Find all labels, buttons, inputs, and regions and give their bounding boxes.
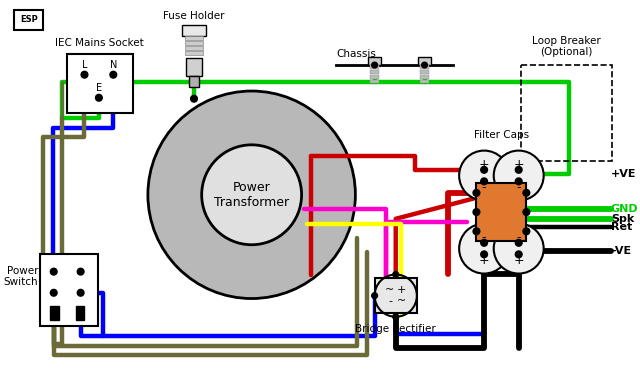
Circle shape <box>523 190 530 196</box>
Circle shape <box>493 150 543 200</box>
Text: Ret: Ret <box>611 222 632 232</box>
Circle shape <box>459 224 509 274</box>
Bar <box>370 70 380 74</box>
Bar <box>186 36 203 40</box>
Bar <box>476 183 526 241</box>
Circle shape <box>515 166 522 173</box>
Circle shape <box>81 71 88 78</box>
Text: -: - <box>388 296 392 306</box>
Circle shape <box>481 240 488 246</box>
Circle shape <box>422 62 428 68</box>
Text: +: + <box>513 254 524 266</box>
Circle shape <box>202 145 301 245</box>
Bar <box>420 75 429 78</box>
Circle shape <box>523 228 530 235</box>
Bar <box>186 51 203 55</box>
Text: Fuse Holder: Fuse Holder <box>163 11 225 21</box>
Bar <box>186 58 202 76</box>
Bar <box>40 254 98 326</box>
Text: +: + <box>479 254 490 266</box>
Bar <box>370 65 380 69</box>
Circle shape <box>110 71 116 78</box>
Circle shape <box>393 272 399 277</box>
Circle shape <box>523 209 530 215</box>
Circle shape <box>95 94 102 101</box>
Text: IEC Mains Socket: IEC Mains Socket <box>56 38 144 48</box>
Text: Chassis: Chassis <box>336 49 376 59</box>
Bar <box>368 57 381 65</box>
Text: GND: GND <box>611 204 639 214</box>
Bar <box>186 41 203 45</box>
Circle shape <box>51 268 57 275</box>
Bar <box>420 65 429 69</box>
Text: L: L <box>82 60 87 70</box>
Bar <box>374 278 417 313</box>
Bar <box>186 46 203 50</box>
Bar <box>520 65 612 161</box>
FancyBboxPatch shape <box>14 10 43 30</box>
Bar <box>189 76 199 87</box>
Circle shape <box>481 166 488 173</box>
Circle shape <box>191 96 197 102</box>
Circle shape <box>148 91 355 299</box>
Bar <box>182 25 205 36</box>
Text: Power
Transformer: Power Transformer <box>214 181 289 209</box>
Text: ~: ~ <box>397 296 406 306</box>
Text: +VE: +VE <box>611 169 636 179</box>
Bar <box>370 80 380 83</box>
Circle shape <box>473 209 480 215</box>
Text: ESP: ESP <box>20 16 38 24</box>
Circle shape <box>473 228 480 235</box>
Text: -: - <box>516 230 521 244</box>
Circle shape <box>372 62 378 68</box>
Bar <box>420 70 429 74</box>
Circle shape <box>481 178 488 185</box>
Circle shape <box>493 224 543 274</box>
Text: -VE: -VE <box>611 246 631 255</box>
Text: -: - <box>482 230 486 244</box>
Circle shape <box>459 150 509 200</box>
Text: Power
Switch: Power Switch <box>4 266 38 288</box>
Circle shape <box>77 268 84 275</box>
Text: Loop Breaker
(Optional): Loop Breaker (Optional) <box>532 36 600 57</box>
Circle shape <box>77 290 84 296</box>
Text: Spk: Spk <box>611 214 634 224</box>
Circle shape <box>481 251 488 258</box>
Text: N: N <box>109 60 117 70</box>
Text: E: E <box>96 83 102 93</box>
Bar <box>67 53 132 113</box>
Circle shape <box>515 178 522 185</box>
Bar <box>418 57 431 65</box>
Circle shape <box>372 293 378 299</box>
Circle shape <box>51 290 57 296</box>
Text: +: + <box>479 158 490 171</box>
Text: Filter Caps: Filter Caps <box>474 130 529 140</box>
Circle shape <box>473 190 480 196</box>
Text: +: + <box>397 285 406 295</box>
Circle shape <box>515 240 522 246</box>
Text: Bridge Rectifier: Bridge Rectifier <box>355 324 436 335</box>
Bar <box>76 306 84 319</box>
Text: -: - <box>482 181 486 194</box>
Circle shape <box>393 314 399 319</box>
Text: ~: ~ <box>385 285 395 295</box>
Bar <box>50 306 58 319</box>
Text: +: + <box>513 158 524 171</box>
Bar <box>420 80 429 83</box>
Text: -: - <box>516 181 521 194</box>
Bar <box>370 75 380 78</box>
Circle shape <box>515 251 522 258</box>
